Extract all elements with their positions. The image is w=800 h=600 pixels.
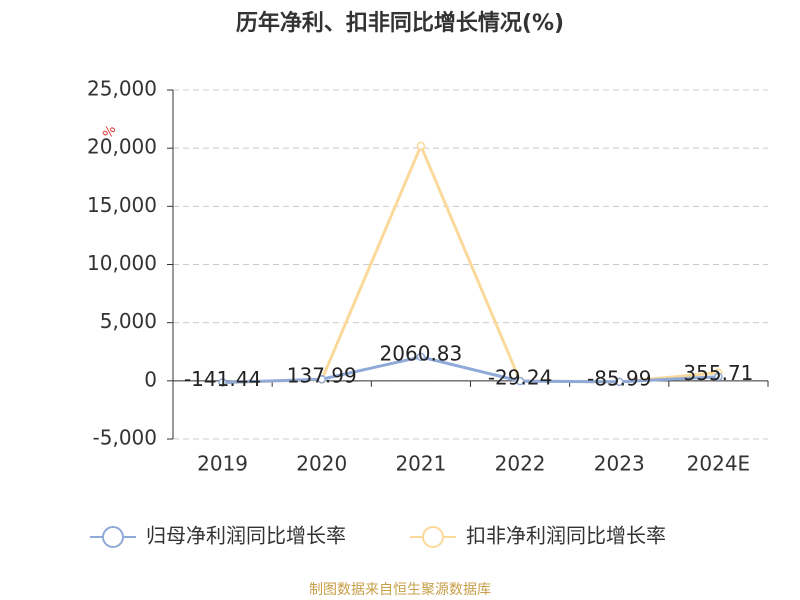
- y-tick-label: -5,000: [93, 426, 157, 450]
- legend-label: 归母净利润同比增长率: [146, 524, 346, 548]
- point: [615, 377, 624, 387]
- x-tick-label: 2021: [395, 452, 446, 476]
- x-tick-label: 2023: [594, 452, 645, 476]
- point: [218, 378, 227, 387]
- legend-marker: [422, 526, 444, 548]
- point: [416, 141, 426, 151]
- data-label: -29.24: [488, 366, 552, 390]
- data-label: -85.99: [587, 366, 651, 390]
- data-label: 137.99: [287, 364, 357, 388]
- y-tick-label: 15,000: [87, 193, 157, 217]
- data-label: 355.71: [683, 361, 753, 385]
- data-label: 2060.83: [380, 341, 463, 365]
- legend-marker: [102, 526, 124, 548]
- x-tick-label: 2020: [296, 452, 347, 476]
- point: [416, 352, 426, 362]
- y-tick-label: 10,000: [87, 251, 157, 275]
- y-tick-label: 20,000: [87, 135, 157, 159]
- point: [515, 376, 525, 386]
- x-tick-label: 2022: [495, 452, 546, 476]
- y-tick-label: 0: [144, 367, 157, 391]
- y-tick-label: 25,000: [87, 77, 157, 101]
- x-tick-label: 2019: [197, 452, 248, 476]
- x-tick-label: 2024E: [687, 452, 751, 476]
- point: [317, 374, 326, 384]
- series-line: [222, 355, 719, 384]
- point: [714, 372, 723, 381]
- chart-title: 历年净利、扣非同比增长情况(%): [236, 10, 564, 36]
- legend-label: 扣非净利润同比增长率: [466, 524, 666, 548]
- y-tick-label: 5,000: [100, 309, 157, 333]
- data-label: -141.44: [184, 367, 261, 391]
- source-note: 制图数据来自恒生聚源数据库: [309, 582, 491, 598]
